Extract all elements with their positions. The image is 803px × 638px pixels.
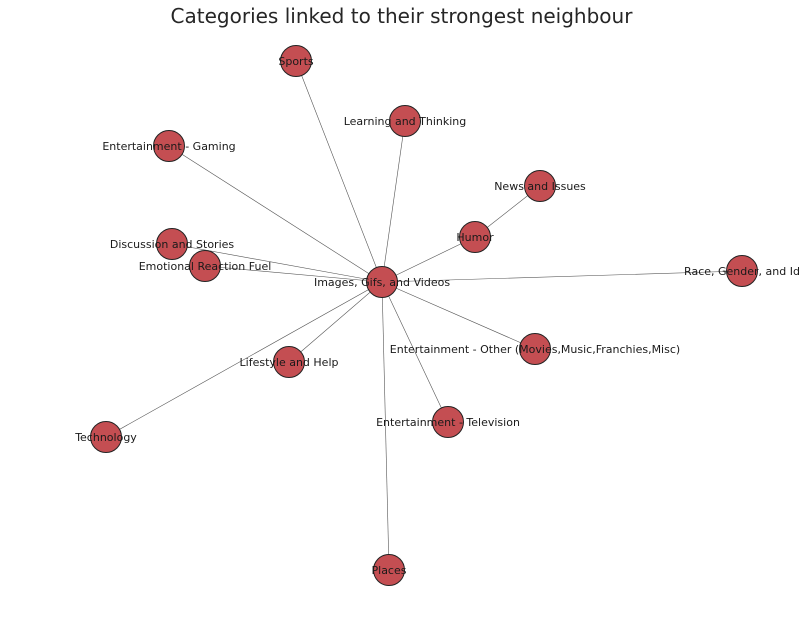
edge-hub-television bbox=[381, 281, 449, 423]
node-hub bbox=[366, 266, 398, 298]
node-label-humor: Humor bbox=[456, 231, 494, 244]
node-label-discussion: Discussion and Stories bbox=[110, 238, 235, 251]
diagram-title: Categories linked to their strongest nei… bbox=[170, 4, 633, 28]
node-humor bbox=[459, 221, 491, 253]
node-label-emotional: Emotional Reaction Fuel bbox=[139, 260, 272, 273]
label-layer: Images, Gifs, and Videos Sports Learning a… bbox=[74, 55, 800, 577]
node-gaming bbox=[153, 130, 185, 162]
node-label-news: News and Issues bbox=[494, 180, 586, 193]
edge-hub-ent_other bbox=[381, 281, 536, 350]
node-label-lifestyle: Lifestyle and Help bbox=[240, 356, 339, 369]
edge-hub-emotional bbox=[204, 265, 383, 283]
edge-hub-sports bbox=[295, 60, 383, 283]
node-lifestyle bbox=[273, 346, 305, 378]
node-label-technology: Technology bbox=[74, 431, 137, 444]
node-television bbox=[432, 406, 464, 438]
node-sports bbox=[280, 45, 312, 77]
node-ent_other bbox=[519, 333, 551, 365]
node-layer bbox=[90, 45, 758, 586]
node-label-hub: Images, Gifs, and Videos bbox=[314, 276, 450, 289]
node-news bbox=[524, 170, 556, 202]
node-race bbox=[726, 255, 758, 287]
edge-hub-gaming bbox=[168, 145, 383, 283]
edge-hub-places bbox=[381, 281, 390, 571]
node-label-ent_other: Entertainment - Other (Movies,Music,Fran… bbox=[390, 343, 680, 356]
edge-layer bbox=[105, 60, 743, 571]
node-places bbox=[373, 554, 405, 586]
node-label-learning: Learning and Thinking bbox=[344, 115, 467, 128]
node-label-television: Entertainment - Television bbox=[376, 416, 520, 429]
node-label-places: Places bbox=[372, 564, 407, 577]
node-discussion bbox=[156, 228, 188, 260]
edge-hub-technology bbox=[105, 281, 383, 438]
node-label-gaming: Entertainment - Gaming bbox=[102, 140, 235, 153]
edge-hub-learning bbox=[381, 120, 406, 283]
edge-hub-lifestyle bbox=[288, 281, 383, 363]
node-label-race: Race, Gender, and Id bbox=[684, 265, 800, 278]
edge-hub-humor bbox=[381, 236, 476, 283]
edge-hub-race bbox=[381, 270, 743, 283]
node-emotional bbox=[189, 250, 221, 282]
node-learning bbox=[389, 105, 421, 137]
node-label-sports: Sports bbox=[278, 55, 314, 68]
node-technology bbox=[90, 421, 122, 453]
